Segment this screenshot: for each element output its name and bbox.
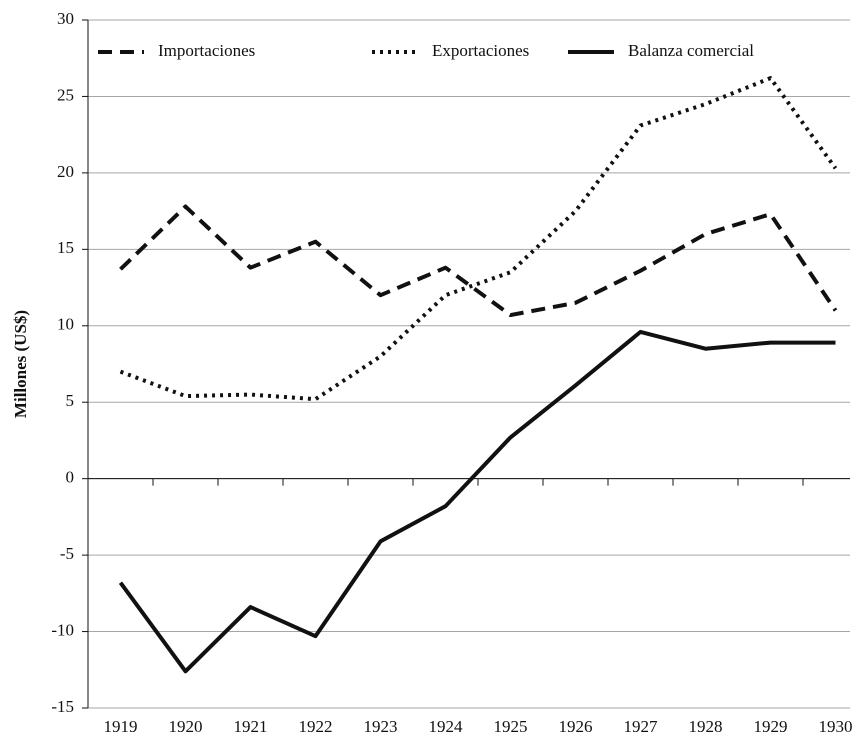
- x-tick-label: 1921: [234, 717, 268, 736]
- x-tick-label: 1926: [559, 717, 593, 736]
- x-tick-label: 1928: [689, 717, 723, 736]
- y-tick-label: 15: [57, 238, 74, 257]
- y-tick-label: 25: [57, 85, 74, 104]
- y-tick-label: 20: [57, 162, 74, 181]
- x-tick-label: 1920: [169, 717, 203, 736]
- legend-label: Importaciones: [158, 41, 255, 60]
- x-tick-label: 1923: [364, 717, 398, 736]
- y-tick-label: -5: [60, 544, 74, 563]
- x-tick-label: 1924: [429, 717, 464, 736]
- x-tick-label: 1919: [104, 717, 138, 736]
- x-tick-label: 1922: [299, 717, 333, 736]
- x-tick-label: 1929: [754, 717, 788, 736]
- y-tick-label: 5: [66, 391, 75, 410]
- legend-label: Exportaciones: [432, 41, 529, 60]
- series-line: [119, 204, 838, 318]
- y-tick-label: 0: [66, 468, 75, 487]
- legend-label: Balanza comercial: [628, 41, 754, 60]
- series-line: [118, 329, 836, 674]
- y-tick-label: -15: [51, 697, 74, 716]
- x-tick-label: 1930: [819, 717, 853, 736]
- x-tick-label: 1925: [494, 717, 528, 736]
- series-line: [119, 76, 838, 402]
- y-tick-label: -10: [51, 620, 74, 639]
- x-tick-label: 1927: [624, 717, 659, 736]
- y-tick-label: 10: [57, 315, 74, 334]
- y-axis-label: Millones (US$): [11, 310, 30, 418]
- y-tick-label: 30: [57, 9, 74, 28]
